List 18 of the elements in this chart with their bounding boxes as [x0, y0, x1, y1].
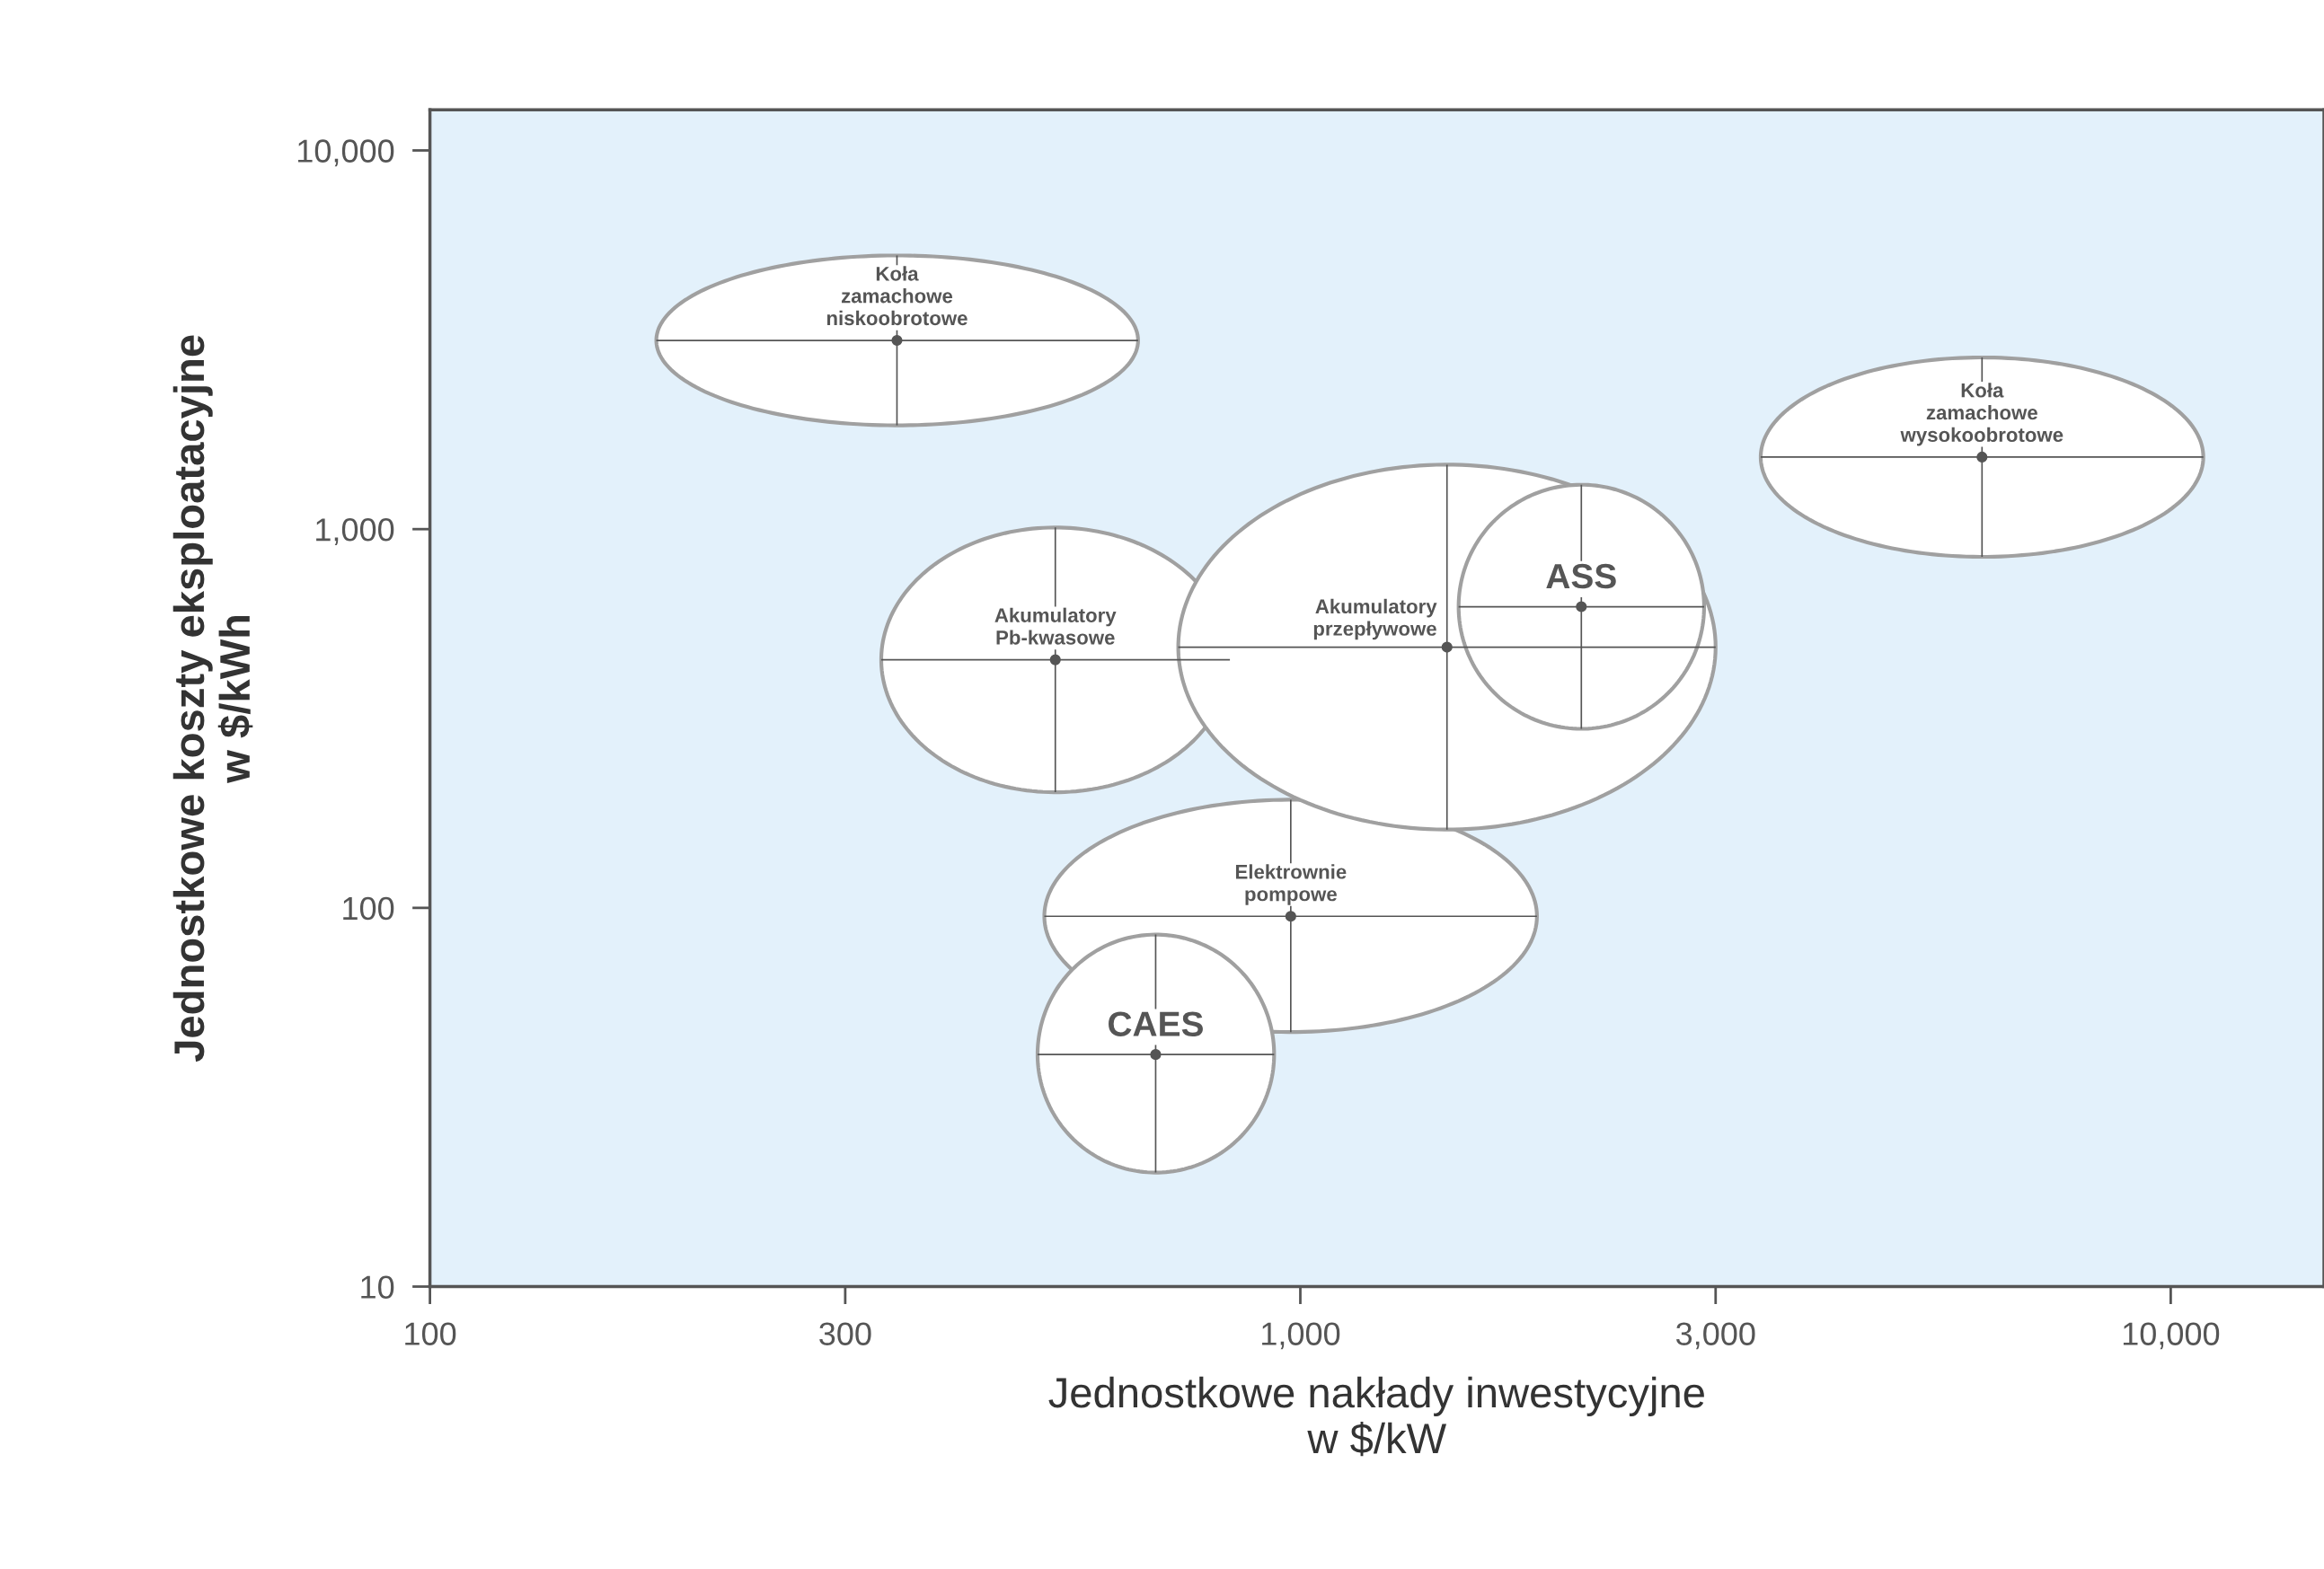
series-label: Akumulatory przepływowe	[1313, 598, 1437, 640]
y-tick-label: 10	[361, 1275, 394, 1299]
series-label: Akumulatory Pb-kwasowe	[994, 607, 1117, 645]
y-axis-title: Jednostkowe koszty eksploatacyjne w $/kWh	[172, 335, 253, 1062]
series-label: CAES	[1109, 1011, 1203, 1036]
y-tick-label: 100	[343, 896, 394, 921]
x-tick-label: 1,000	[1262, 1322, 1340, 1350]
y-tick-label: 10,000	[298, 139, 394, 167]
series-label: Elektrownie pompowe	[1235, 864, 1347, 905]
x-tick-label: 100	[405, 1322, 456, 1345]
series-label: ASS	[1546, 563, 1616, 589]
x-tick-label: 10,000	[2123, 1322, 2220, 1350]
series-label: Koła zamachowe wysokoobrotowe	[1900, 383, 2063, 446]
x-tick-label: 3,000	[1675, 1322, 1755, 1350]
x-axis-title: Jednostkowe nakłady inwestycyjne w $/kW	[1048, 1376, 1704, 1457]
series-label: Koła zamachowe niskoobrotowe	[826, 266, 968, 326]
x-tick-label: 300	[819, 1322, 871, 1345]
y-tick-label: 1,000	[316, 518, 394, 545]
